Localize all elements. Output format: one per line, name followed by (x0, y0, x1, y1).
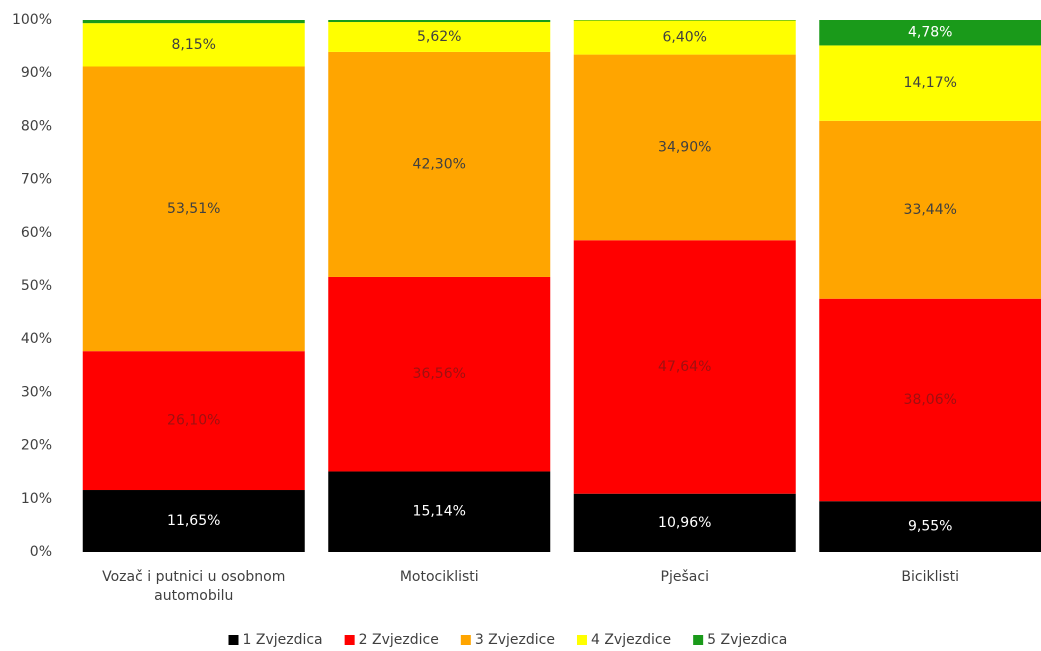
y-tick-label: 10% (21, 491, 52, 507)
y-tick-label: 60% (21, 225, 52, 241)
data-label: 42,30% (413, 156, 466, 172)
data-label: 5,62% (417, 29, 461, 45)
data-label: 53,51% (167, 201, 220, 217)
bar-segment (82, 20, 305, 24)
bar-segment (819, 501, 1041, 552)
data-label: 34,90% (658, 139, 711, 155)
bar-segment (819, 298, 1041, 502)
x-tick-label: Vozač i putnici u osobnom automobilu (102, 569, 286, 604)
data-label: 8,15% (172, 37, 216, 53)
bar-segment (328, 276, 551, 472)
legend-swatch (460, 635, 471, 645)
data-label: 10,96% (658, 515, 711, 531)
bar-segment (819, 120, 1041, 299)
bar-segment (328, 471, 551, 552)
legend-label: 3 Zvjezdice (475, 632, 555, 648)
y-tick-label: 50% (21, 278, 52, 294)
legend-label: 5 Zvjezdica (707, 632, 787, 648)
data-label: 6,40% (663, 30, 707, 46)
bar-segment (82, 66, 305, 352)
legend-swatch (693, 635, 704, 645)
bar-segment (328, 20, 551, 23)
x-tick-label: Pješaci (660, 569, 709, 585)
bar-segment (82, 351, 305, 491)
legend-swatch (344, 635, 355, 645)
data-label: 9,55% (908, 519, 952, 535)
data-label: 15,14% (413, 504, 466, 520)
bar-segment (573, 240, 796, 494)
bar-segment (819, 45, 1041, 121)
bar-segment (328, 51, 551, 277)
y-tick-label: 30% (21, 384, 52, 400)
bar-segment (82, 23, 305, 67)
bar-segment (573, 20, 796, 55)
legend-swatch (576, 635, 587, 645)
legend-label: 4 Zvjezdice (591, 632, 671, 648)
x-tick-label: Biciklisti (901, 569, 960, 585)
y-tick-label: 90% (21, 65, 52, 81)
bar-segment (328, 22, 551, 52)
x-tick-label: Motociklisti (399, 569, 479, 585)
data-label: 33,44% (904, 202, 957, 218)
data-label: 36,56% (413, 366, 466, 382)
bar-segment (573, 493, 796, 552)
legend-label: 2 Zvjezdice (359, 632, 439, 648)
bar-segment (573, 20, 796, 21)
data-label: 4,78% (908, 25, 952, 41)
y-tick-label: 0% (30, 544, 52, 560)
legend-label: 1 Zvjezdica (243, 632, 323, 648)
bar-segment (819, 20, 1041, 46)
y-tick-label: 80% (21, 118, 52, 134)
data-label: 38,06% (904, 392, 957, 408)
y-tick-label: 70% (21, 172, 52, 188)
bar-segment (82, 490, 305, 552)
bar-segment (573, 54, 796, 241)
data-label: 47,64% (658, 359, 711, 375)
y-tick-label: 20% (21, 438, 52, 454)
y-tick-label: 40% (21, 331, 52, 347)
data-label: 26,10% (167, 413, 220, 429)
legend-swatch (228, 635, 239, 645)
data-label: 11,65% (167, 513, 220, 529)
data-label: 14,17% (904, 75, 957, 91)
y-tick-label: 100% (12, 12, 52, 28)
